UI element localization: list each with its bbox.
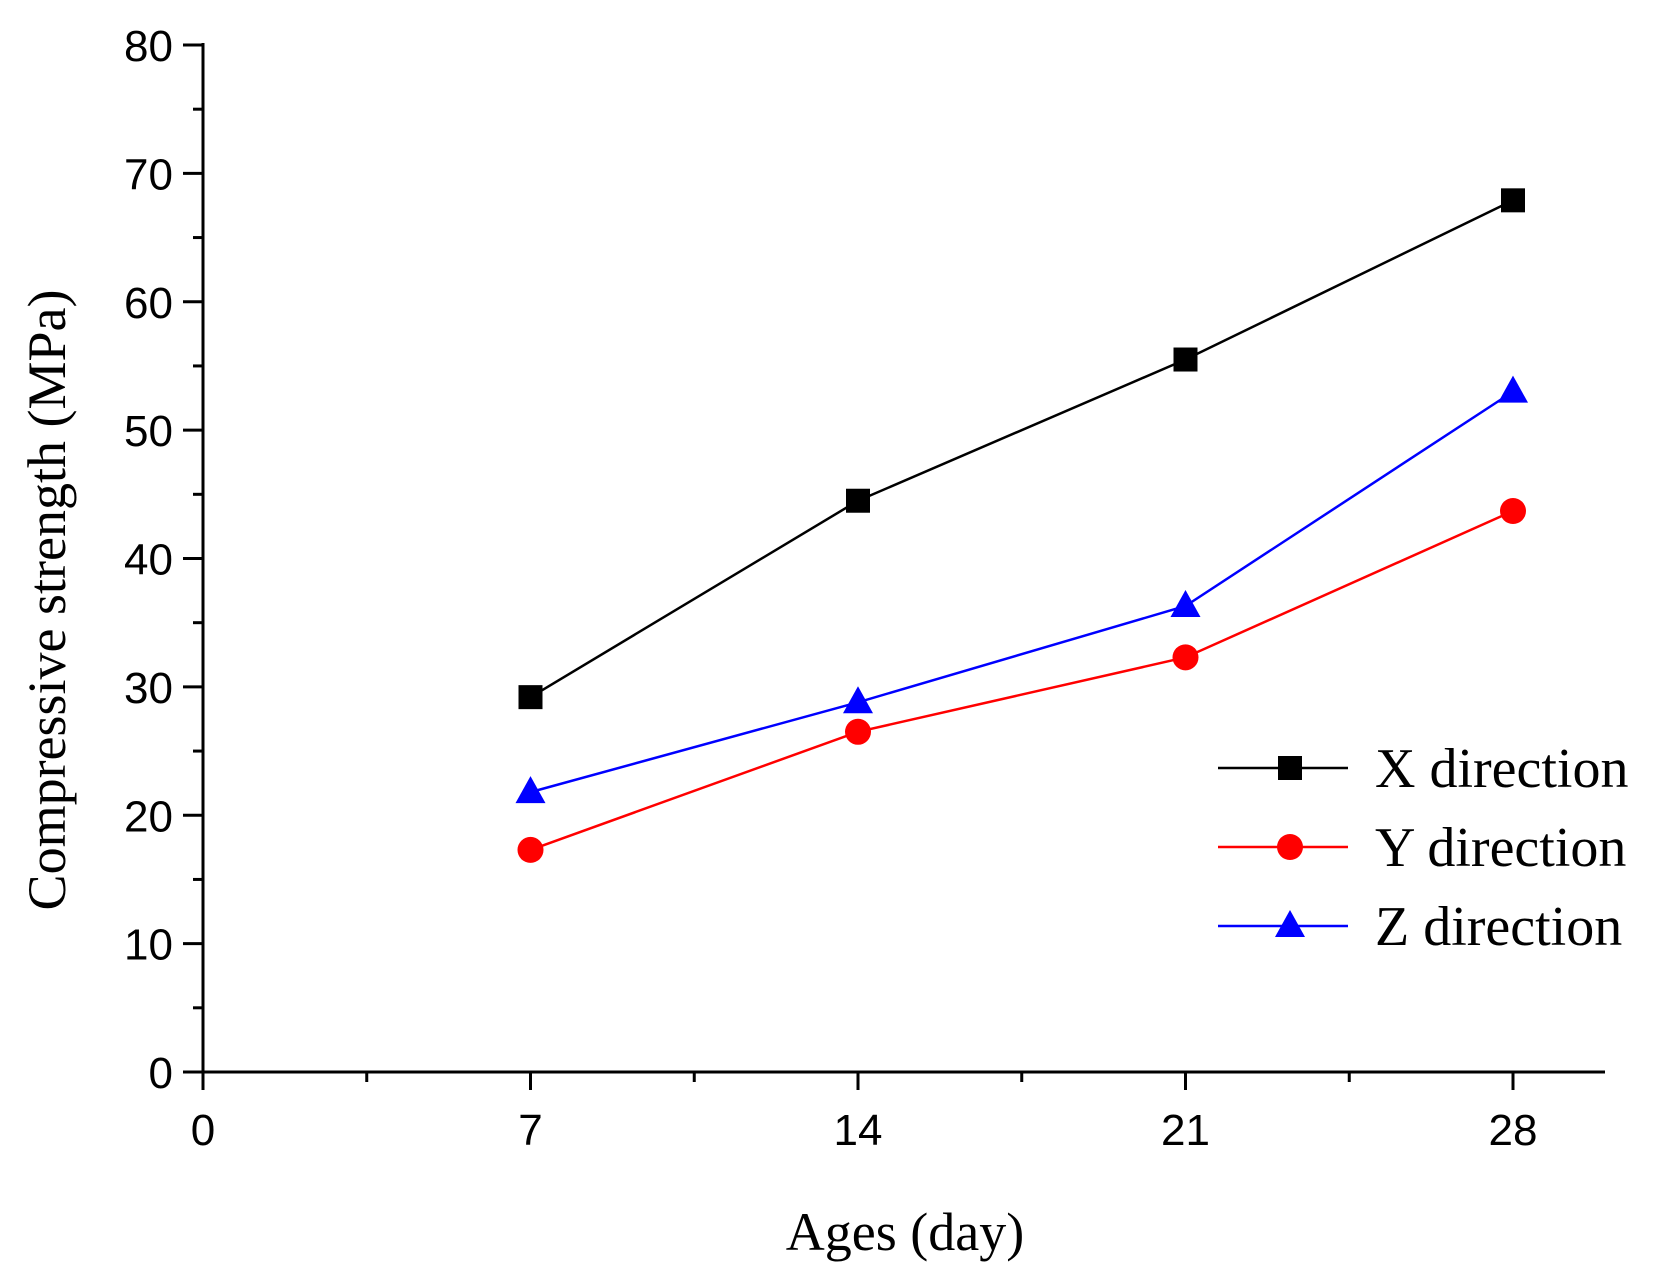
legend-label: Y direction [1375, 817, 1626, 879]
y-tick-label: 80 [124, 22, 173, 71]
legend-item: Z direction [1218, 896, 1622, 958]
legend-marker [1275, 910, 1305, 937]
x-tick-label: 7 [518, 1106, 542, 1155]
data-point [846, 488, 870, 513]
y-tick-label: 40 [124, 536, 173, 585]
legend-label: Z direction [1375, 896, 1622, 958]
legend-item: X direction [1218, 738, 1628, 800]
data-point [843, 686, 873, 714]
y-tick-label: 10 [124, 921, 173, 970]
data-point [1172, 644, 1199, 671]
x-tick-label: 28 [1489, 1106, 1538, 1155]
y-tick-label: 50 [124, 407, 173, 456]
series-x-direction [518, 188, 1525, 710]
x-axis-title: Ages (day) [786, 1202, 1024, 1262]
legend-item: Y direction [1218, 817, 1626, 879]
legend-marker [1277, 834, 1303, 860]
data-point [845, 718, 871, 745]
data-point [1173, 347, 1198, 372]
data-point [1500, 498, 1526, 525]
y-tick-label: 30 [124, 664, 173, 713]
x-tick-label: 0 [191, 1106, 215, 1155]
data-point [517, 836, 544, 863]
legend: X direction Y direction Z direction [1218, 738, 1628, 958]
x-tick-label: 14 [834, 1106, 883, 1155]
x-tick-label: 21 [1161, 1106, 1210, 1155]
axis-ticks: 0 10 20 30 40 50 60 70 80 0 7 14 21 28 [124, 22, 1537, 1155]
data-series [515, 188, 1528, 863]
y-tick-label: 60 [124, 279, 173, 328]
legend-label: X direction [1375, 738, 1628, 800]
series-z-direction [515, 375, 1528, 804]
y-tick-label: 70 [124, 150, 173, 199]
series-y-direction [517, 498, 1526, 863]
data-point [1170, 589, 1201, 617]
series-line [529, 199, 1514, 699]
y-tick-label: 20 [124, 792, 173, 841]
data-point [1501, 188, 1525, 213]
data-point [515, 776, 546, 804]
legend-marker [1278, 756, 1302, 780]
y-axis-title: Compressive strength (MPa) [17, 290, 77, 911]
data-point [1498, 375, 1528, 403]
y-tick-label: 0 [149, 1049, 173, 1098]
data-point [518, 685, 543, 710]
series-line [530, 509, 1514, 852]
series-line [530, 390, 1514, 794]
